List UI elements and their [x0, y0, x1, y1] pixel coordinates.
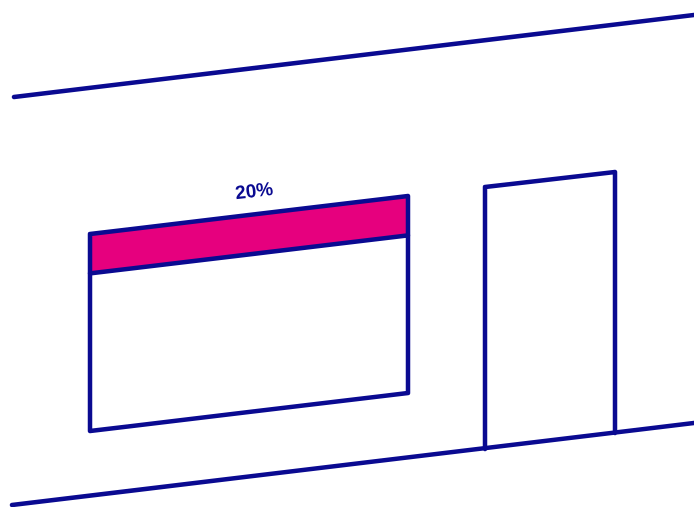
window-divider-line [87, 233, 411, 276]
highlight-percentage-label: 20% [234, 179, 274, 204]
floor-line [9, 420, 694, 507]
door-frame [482, 169, 618, 452]
window [87, 193, 411, 434]
window-highlight-band [90, 196, 408, 274]
ceiling-line [11, 12, 694, 100]
window-frame [87, 193, 411, 434]
